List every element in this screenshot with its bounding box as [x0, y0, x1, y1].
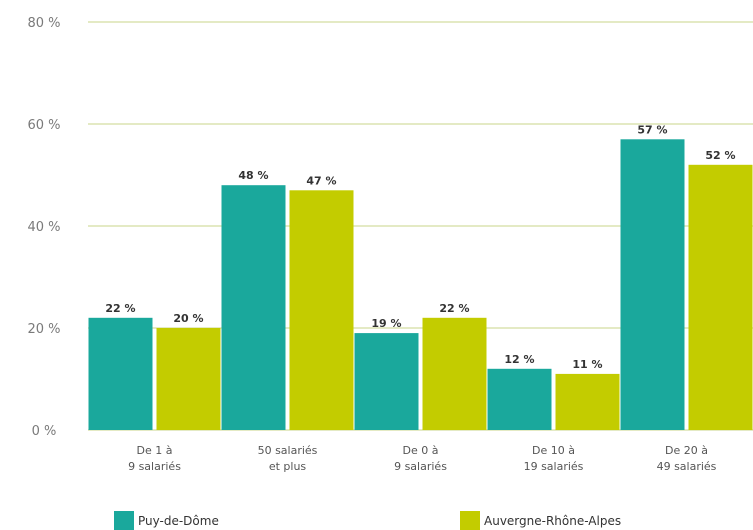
- data-label: 48 %: [238, 169, 268, 182]
- bar[interactable]: [354, 333, 419, 430]
- legend-item-puy-de-dome[interactable]: Puy-de-Dôme: [114, 511, 219, 530]
- data-label: 22 %: [439, 302, 469, 315]
- legend-label-puy-de-dome: Puy-de-Dôme: [138, 513, 219, 528]
- data-label: 20 %: [173, 312, 203, 325]
- bar[interactable]: [156, 328, 221, 430]
- data-label: 12 %: [504, 353, 534, 366]
- bar[interactable]: [620, 139, 685, 431]
- data-labels: 22 % 20 % 48 % 47 % 19 % 22 % 12 % 11 % 57 % 52 %: [105, 123, 735, 371]
- data-label: 52 %: [705, 149, 735, 162]
- y-tick-label: 20 %: [27, 322, 60, 337]
- legend-item-auvergne-rhone-alpes[interactable]: Auvergne-Rhône-Alpes: [460, 511, 621, 530]
- legend-swatch-auvergne-rhone-alpes: [460, 511, 480, 530]
- y-tick-label: 80 %: [27, 16, 60, 31]
- bar[interactable]: [555, 373, 620, 430]
- legend-label-auvergne-rhone-alpes: Auvergne-Rhône-Alpes: [484, 513, 622, 528]
- y-axis-ticks: 0 % 20 % 40 % 60 % 80 %: [27, 16, 60, 439]
- bar[interactable]: [88, 317, 153, 430]
- data-label: 22 %: [105, 302, 135, 315]
- bar[interactable]: [422, 317, 487, 430]
- bar[interactable]: [487, 368, 552, 430]
- bar[interactable]: [688, 164, 753, 431]
- data-label: 19 %: [371, 317, 401, 330]
- y-tick-label: 60 %: [27, 118, 60, 133]
- x-category-label: 50 salariés et plus: [258, 444, 318, 473]
- x-category-label: De 10 à 19 salariés: [524, 444, 584, 473]
- legend-swatch-puy-de-dome: [114, 511, 134, 530]
- bar-chart: 0 % 20 % 40 % 60 % 80 % 22 % 20 % 48 % 47 % 19 %…: [27, 16, 753, 473]
- bar[interactable]: [221, 185, 286, 430]
- bars: [88, 139, 753, 431]
- bar[interactable]: [289, 190, 354, 430]
- data-label: 47 %: [306, 174, 336, 187]
- data-label: 11 %: [572, 358, 602, 371]
- y-tick-label: 40 %: [27, 220, 60, 235]
- data-label: 57 %: [637, 123, 667, 136]
- x-category-label: De 20 à 49 salariés: [657, 444, 717, 473]
- y-tick-label: 0 %: [32, 424, 57, 439]
